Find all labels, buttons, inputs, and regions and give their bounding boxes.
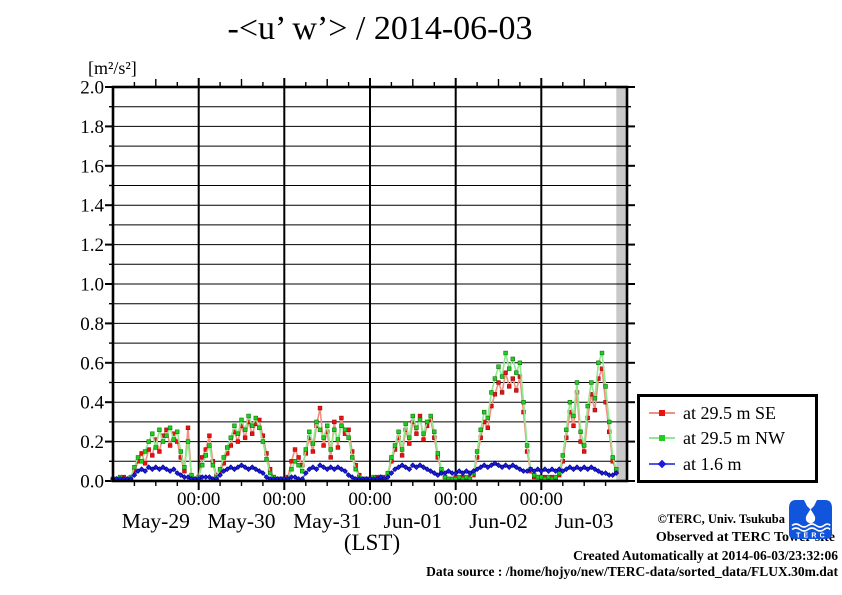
terc-logo: TERC <box>789 500 832 540</box>
y-axis-unit-label: [m²/s²] <box>88 58 137 78</box>
logo-droplet <box>805 509 816 524</box>
legend-box: at 29.5 m SE at 29.5 m NW at 1.6 m <box>637 394 818 483</box>
logo-wave-2 <box>791 527 831 532</box>
y-tick-labels: 0.0 0.2 0.4 0.6 0.8 1.0 1.2 1.4 1.6 1.8 2.0 <box>80 78 104 493</box>
x-midnight-labels: 00:00 00:00 00:00 00:00 00:00 <box>177 489 563 510</box>
svg-text:May-31: May-31 <box>293 509 361 533</box>
legend-marker-blue <box>649 459 675 469</box>
svg-text:00:00: 00:00 <box>434 489 477 510</box>
svg-text:0.8: 0.8 <box>80 314 104 335</box>
plot-border <box>111 85 629 483</box>
svg-text:1.2: 1.2 <box>80 235 104 256</box>
svg-text:00:00: 00:00 <box>520 489 563 510</box>
svg-text:00:00: 00:00 <box>263 489 306 510</box>
legend-item-29-5m-nw: at 29.5 m NW <box>648 429 813 447</box>
legend-marker-red <box>649 409 675 416</box>
svg-text:00:00: 00:00 <box>177 489 220 510</box>
svg-text:0.4: 0.4 <box>80 393 104 414</box>
svg-text:0.0: 0.0 <box>80 472 104 493</box>
svg-text:Jun-01: Jun-01 <box>384 509 443 533</box>
chart-title: -<u’ w’> / 2014-06-03 <box>227 10 533 47</box>
created-timestamp-text: Created Automatically at 2014-06-03/23:3… <box>573 548 838 563</box>
svg-text:May-30: May-30 <box>207 509 275 533</box>
svg-text:2.0: 2.0 <box>80 78 104 99</box>
legend-label: at 1.6 m <box>683 454 742 475</box>
svg-text:0.2: 0.2 <box>80 432 104 453</box>
svg-text:0.6: 0.6 <box>80 353 104 374</box>
data-source-text: Data source : /home/hojyo/new/TERC-data/… <box>426 564 838 579</box>
logo-wave-1 <box>791 523 831 528</box>
legend-marker-green <box>649 435 675 442</box>
logo-text: TERC <box>796 533 828 540</box>
svg-text:Jun-02: Jun-02 <box>469 509 528 533</box>
legend-label: at 29.5 m NW <box>683 428 785 449</box>
legend-item-1-6m: at 1.6 m <box>648 455 813 473</box>
svg-text:May-29: May-29 <box>122 509 190 533</box>
legend-item-29-5m-se: at 29.5 m SE <box>648 404 813 422</box>
svg-text:1.6: 1.6 <box>80 156 104 177</box>
svg-text:1.0: 1.0 <box>80 275 104 296</box>
vertical-gridlines <box>197 87 543 481</box>
x-day-labels: May-29 May-30 May-31 Jun-01 Jun-02 Jun-03 <box>122 509 614 533</box>
copyright-text: ©TERC, Univ. Tsukuba <box>657 512 785 526</box>
svg-text:1.8: 1.8 <box>80 117 104 138</box>
svg-text:1.4: 1.4 <box>80 196 104 217</box>
legend-label: at 29.5 m SE <box>683 402 776 423</box>
x-axis-label: (LST) <box>343 530 401 555</box>
svg-text:00:00: 00:00 <box>348 489 391 510</box>
svg-text:Jun-03: Jun-03 <box>555 509 614 533</box>
